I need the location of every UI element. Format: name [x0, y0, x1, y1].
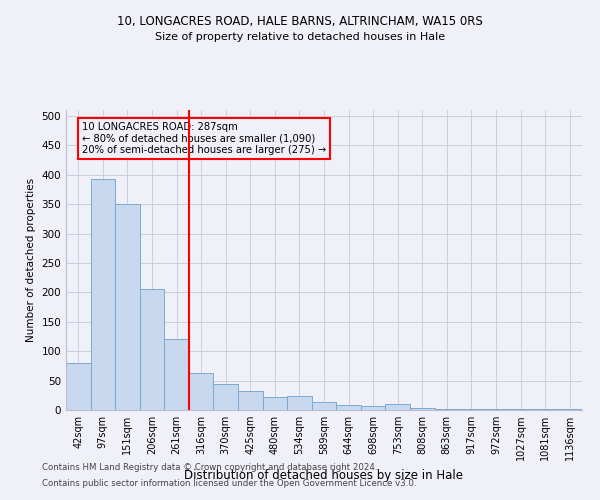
Bar	[361, 406, 385, 410]
Bar	[287, 396, 312, 410]
Bar	[410, 408, 434, 410]
Text: Contains HM Land Registry data © Crown copyright and database right 2024.: Contains HM Land Registry data © Crown c…	[42, 464, 377, 472]
Bar	[164, 339, 189, 410]
Bar	[140, 290, 164, 410]
Bar	[312, 402, 336, 410]
Text: Size of property relative to detached houses in Hale: Size of property relative to detached ho…	[155, 32, 445, 42]
Text: 10, LONGACRES ROAD, HALE BARNS, ALTRINCHAM, WA15 0RS: 10, LONGACRES ROAD, HALE BARNS, ALTRINCH…	[117, 15, 483, 28]
Bar	[66, 363, 91, 410]
X-axis label: Distribution of detached houses by size in Hale: Distribution of detached houses by size …	[185, 468, 464, 481]
Bar	[115, 204, 140, 410]
Text: 10 LONGACRES ROAD: 287sqm
← 80% of detached houses are smaller (1,090)
20% of se: 10 LONGACRES ROAD: 287sqm ← 80% of detac…	[82, 122, 326, 155]
Text: Contains public sector information licensed under the Open Government Licence v3: Contains public sector information licen…	[42, 478, 416, 488]
Bar	[214, 384, 238, 410]
Y-axis label: Number of detached properties: Number of detached properties	[26, 178, 36, 342]
Bar	[189, 373, 214, 410]
Bar	[385, 404, 410, 410]
Bar	[336, 406, 361, 410]
Bar	[91, 179, 115, 410]
Bar	[238, 390, 263, 410]
Bar	[263, 397, 287, 410]
